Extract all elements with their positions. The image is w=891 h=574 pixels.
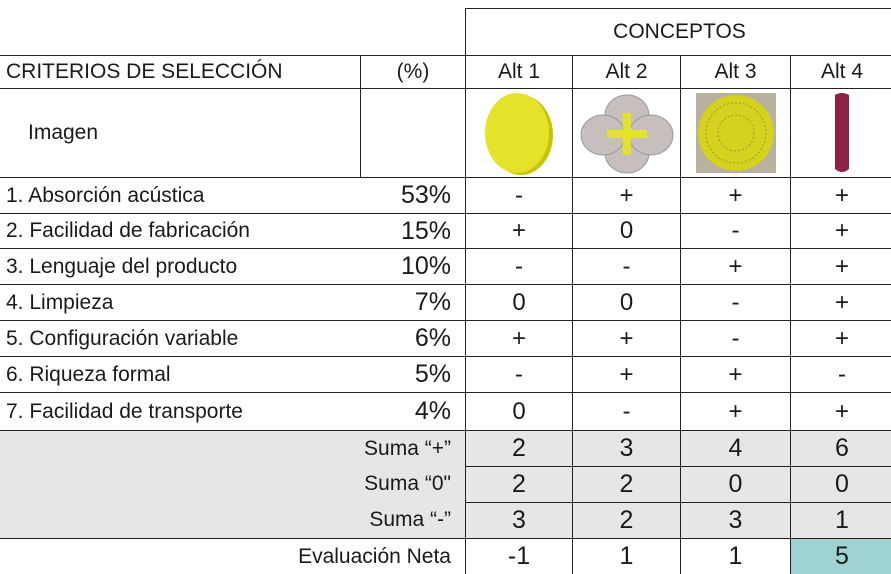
score: 0 <box>465 392 572 430</box>
score: - <box>465 356 572 392</box>
score: + <box>790 284 891 320</box>
criterion-name: 5. Configuración variable <box>0 320 360 356</box>
score: + <box>572 320 680 356</box>
score: 0 <box>572 284 680 320</box>
percent-header: (%) <box>360 55 465 88</box>
net-value: 1 <box>572 538 680 574</box>
net-value: -1 <box>465 538 572 574</box>
alt-header: Alt 3 <box>680 55 790 88</box>
criterion-weight: 10% <box>360 248 465 284</box>
sum-value: 1 <box>790 502 891 538</box>
score: + <box>790 392 891 430</box>
criterion-weight: 4% <box>360 392 465 430</box>
score: + <box>680 248 790 284</box>
score: - <box>465 248 572 284</box>
image-row-label: Imagen <box>0 88 360 177</box>
criterion-name: 2. Facilidad de fabricación <box>0 213 360 248</box>
sum-label: Suma “0" <box>0 466 465 502</box>
score: + <box>790 320 891 356</box>
score: - <box>465 177 572 213</box>
sum-label: Suma “-” <box>0 502 465 538</box>
score: + <box>790 177 891 213</box>
sum-value: 0 <box>790 466 891 502</box>
score: + <box>465 213 572 248</box>
criterion-weight: 6% <box>360 320 465 356</box>
score: + <box>790 213 891 248</box>
score: - <box>680 213 790 248</box>
sum-value: 3 <box>465 502 572 538</box>
score: 0 <box>465 284 572 320</box>
alt-image <box>572 88 680 177</box>
alt-image <box>465 88 572 177</box>
sum-value: 2 <box>465 466 572 502</box>
criterion-name: 6. Riqueza formal <box>0 356 360 392</box>
criterion-name: 4. Limpieza <box>0 284 360 320</box>
score: - <box>572 248 680 284</box>
score: + <box>790 248 891 284</box>
net-value: 5 <box>790 538 891 574</box>
criterion-name: 1. Absorción acústica <box>0 177 360 213</box>
criterion-weight: 7% <box>360 284 465 320</box>
criterion-name: 7. Facilidad de transporte <box>0 392 360 430</box>
sum-value: 2 <box>572 502 680 538</box>
group-header: CONCEPTOS <box>465 8 891 55</box>
net-value: 1 <box>680 538 790 574</box>
sum-value: 3 <box>572 430 680 466</box>
sum-value: 4 <box>680 430 790 466</box>
sum-value: 2 <box>572 466 680 502</box>
alt-image <box>680 88 790 177</box>
score: + <box>680 392 790 430</box>
criterion-weight: 53% <box>360 177 465 213</box>
score: + <box>572 177 680 213</box>
sum-value: 6 <box>790 430 891 466</box>
criterion-weight: 15% <box>360 213 465 248</box>
sum-value: 0 <box>680 466 790 502</box>
sum-value: 3 <box>680 502 790 538</box>
score: + <box>680 177 790 213</box>
alt-header: Alt 1 <box>465 55 572 88</box>
alt-image <box>790 88 891 177</box>
criterion-weight: 5% <box>360 356 465 392</box>
score: 0 <box>572 213 680 248</box>
alt-header: Alt 2 <box>572 55 680 88</box>
sum-label: Suma “+” <box>0 430 465 466</box>
criteria-header: CRITERIOS DE SELECCIÓN <box>0 55 360 88</box>
score: + <box>680 356 790 392</box>
score: - <box>790 356 891 392</box>
score: + <box>465 320 572 356</box>
score: - <box>680 320 790 356</box>
score: - <box>680 284 790 320</box>
empty-cell <box>360 88 465 177</box>
score: - <box>572 392 680 430</box>
net-label: Evaluación Neta <box>0 538 465 574</box>
score: + <box>572 356 680 392</box>
sum-value: 2 <box>465 430 572 466</box>
criterion-name: 3. Lenguaje del producto <box>0 248 360 284</box>
alt-header: Alt 4 <box>790 55 891 88</box>
